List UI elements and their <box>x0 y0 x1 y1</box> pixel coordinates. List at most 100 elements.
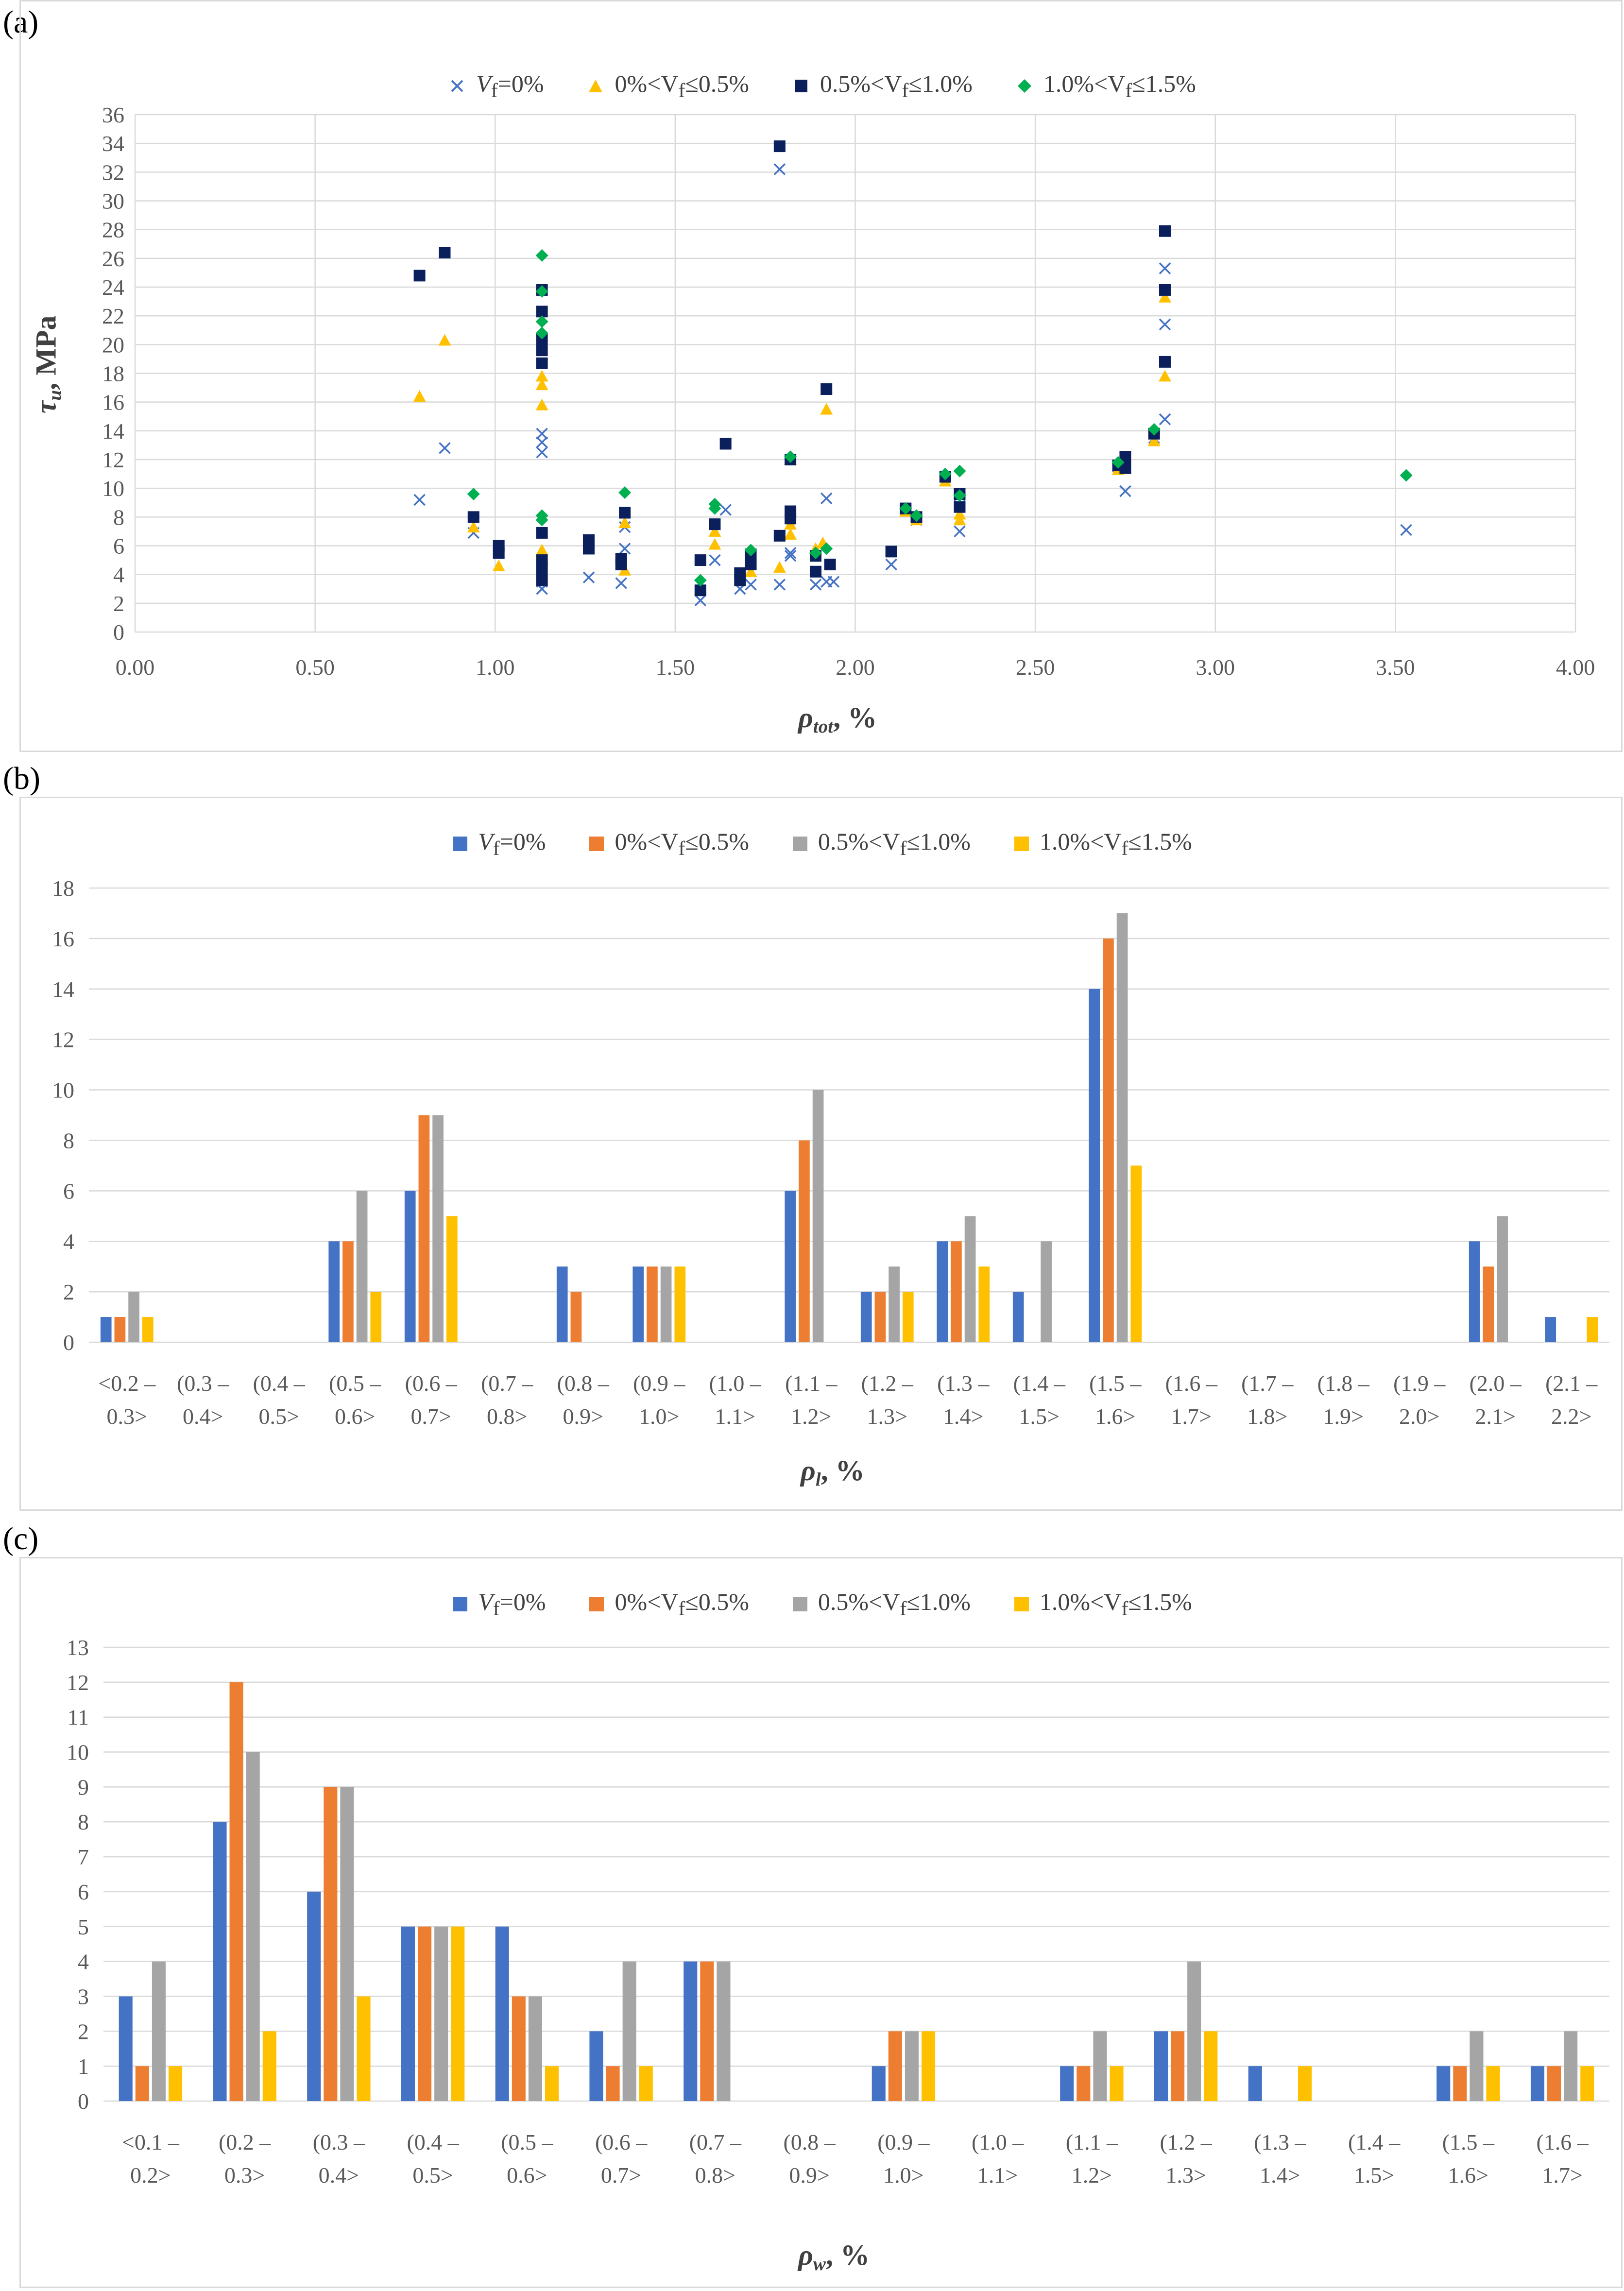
x-tick-label: 0.9> <box>563 1404 603 1429</box>
scatter-point <box>439 442 451 454</box>
scatter-point <box>708 497 721 511</box>
bar <box>451 1926 465 2101</box>
x-tick-label: (0.4 – <box>407 2130 459 2154</box>
scatter-point <box>745 579 757 591</box>
x-tick-label: 0.50 <box>295 655 335 680</box>
scatter-point <box>535 249 548 262</box>
legend-a-text-3: 1.0%<Vf≤1.5% <box>1043 70 1196 102</box>
bar <box>401 1926 415 2101</box>
scatter-point <box>809 565 821 578</box>
scatter-point <box>535 513 548 527</box>
scatter-point <box>827 576 840 588</box>
x-tick-label: 1.2> <box>1072 2163 1112 2188</box>
scatter-point <box>784 528 797 540</box>
x-tick-label: 1.0> <box>883 2163 923 2188</box>
bar <box>528 1996 542 2101</box>
bar <box>1187 1961 1201 2101</box>
x-tick-label: (1.2 – <box>1160 2130 1212 2154</box>
x-tick-label: 0.7> <box>411 1404 451 1429</box>
scatter-point <box>536 436 548 448</box>
scatter-point <box>953 508 966 520</box>
legend-swatch-icon <box>453 837 468 851</box>
bar <box>434 1926 448 2101</box>
scatter-point <box>1159 225 1171 237</box>
y-tick-label: 7 <box>78 1845 89 1869</box>
x-tick-label: (0.3 – <box>313 2130 365 2154</box>
scatter-point <box>1159 262 1171 274</box>
bar <box>799 1140 810 1342</box>
y-tick-label: 18 <box>102 361 124 386</box>
x-tick-label: 1.00 <box>476 655 515 680</box>
scatter-point <box>1119 485 1131 497</box>
y-tick-label: 8 <box>63 1128 74 1153</box>
x-tick-label: (0.7 – <box>481 1371 533 1396</box>
y-tick-label: 11 <box>68 1705 89 1730</box>
bar <box>1204 2031 1218 2101</box>
bar <box>418 1926 432 2101</box>
x-tick-label: (2.1 – <box>1545 1371 1598 1396</box>
y-tick-label: 16 <box>102 390 124 415</box>
x-tick-label: (1.4 – <box>1348 2130 1401 2154</box>
legend-c-item-2: 0.5%<Vf≤1.0% <box>792 1588 971 1621</box>
chart-c-xlabel: ρw, % <box>798 2239 870 2274</box>
bar <box>404 1191 416 1342</box>
x-tick-label: 1.4> <box>1260 2163 1300 2188</box>
y-tick-label: 12 <box>102 447 124 472</box>
x-tick-label: 1.1> <box>715 1404 755 1429</box>
x-tick-label: 0.8> <box>487 1404 527 1429</box>
x-tick-label: (1.6 – <box>1536 2130 1589 2154</box>
bar <box>589 2031 603 2101</box>
y-tick-label: 2 <box>78 2019 89 2044</box>
chart-b-legend: Vf=0% 0%<Vf≤0.5% 0.5%<Vf≤1.0% 1.0%<Vf≤1.… <box>21 827 1624 860</box>
bar <box>1077 2066 1091 2101</box>
x-tick-label: 1.3> <box>1165 2163 1206 2188</box>
scatter-point <box>535 378 548 391</box>
scatter-point <box>536 344 548 357</box>
y-tick-label: 14 <box>52 977 74 1002</box>
x-tick-label: (0.7 – <box>689 2130 742 2154</box>
y-tick-label: 6 <box>78 1880 89 1904</box>
scatter-point <box>708 538 721 550</box>
bar <box>1130 1165 1142 1342</box>
bar <box>872 2066 886 2101</box>
y-tick-label: 0 <box>78 2089 89 2114</box>
legend-a-item-3: 1.0%<Vf≤1.5% <box>1016 69 1196 103</box>
bar <box>674 1266 686 1342</box>
bar <box>684 1961 698 2101</box>
x-tick-label: (1.2 – <box>861 1371 914 1396</box>
x-tick-label: (0.2 – <box>219 2130 271 2154</box>
x-tick-label: (0.4 – <box>253 1371 306 1396</box>
x-tick-label: 1.7> <box>1171 1404 1212 1429</box>
legend-c-text-1: 0%<Vf≤0.5% <box>615 1588 749 1620</box>
bar <box>1012 1292 1024 1342</box>
scatter-point <box>719 504 732 516</box>
bar <box>556 1266 568 1342</box>
y-tick-label: 32 <box>102 160 124 185</box>
bar <box>1530 2066 1545 2101</box>
bar <box>1089 989 1100 1342</box>
scatter-point <box>536 527 548 539</box>
legend-a-text-0: Vf=0% <box>476 70 544 102</box>
x-tick-label: (1.3 – <box>1254 2130 1306 2154</box>
scatter-point <box>618 543 631 555</box>
bar <box>1041 1241 1052 1342</box>
scatter-point <box>784 450 797 463</box>
x-tick-label: 2.1> <box>1475 1404 1516 1429</box>
scatter-point <box>1159 413 1171 426</box>
chart-c-frame: Vf=0% 0%<Vf≤0.5% 0.5%<Vf≤1.0% 1.0%<Vf≤1.… <box>19 1557 1623 2288</box>
x-tick-label: <0.2 – <box>98 1371 156 1396</box>
scatter-point <box>694 554 706 566</box>
scatter-point <box>745 558 757 570</box>
scatter-point <box>413 390 426 402</box>
x-tick-label: (0.5 – <box>329 1371 381 1396</box>
x-tick-label: (1.5 – <box>1442 2130 1495 2154</box>
x-tick-label: 0.3> <box>224 2163 265 2188</box>
scatter-point <box>773 140 786 153</box>
bar <box>370 1292 382 1342</box>
legend-a-item-2: 0.5%<Vf≤1.0% <box>793 69 973 103</box>
legend-swatch-icon <box>792 1597 807 1611</box>
series-3 <box>467 249 1413 587</box>
bar <box>660 1266 672 1342</box>
scatter-point <box>1158 291 1171 303</box>
scatter-point <box>708 525 721 537</box>
